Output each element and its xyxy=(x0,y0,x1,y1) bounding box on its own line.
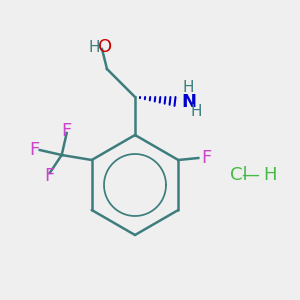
Text: F: F xyxy=(45,167,55,185)
Text: H: H xyxy=(88,40,100,55)
Text: N: N xyxy=(181,93,196,111)
Text: —: — xyxy=(241,166,259,184)
Text: F: F xyxy=(201,149,212,167)
Text: H: H xyxy=(190,104,202,119)
Text: Cl: Cl xyxy=(230,166,247,184)
Text: F: F xyxy=(30,141,40,159)
Text: O: O xyxy=(98,38,112,56)
Text: H: H xyxy=(263,166,277,184)
Text: F: F xyxy=(61,122,72,140)
Text: H: H xyxy=(183,80,194,95)
